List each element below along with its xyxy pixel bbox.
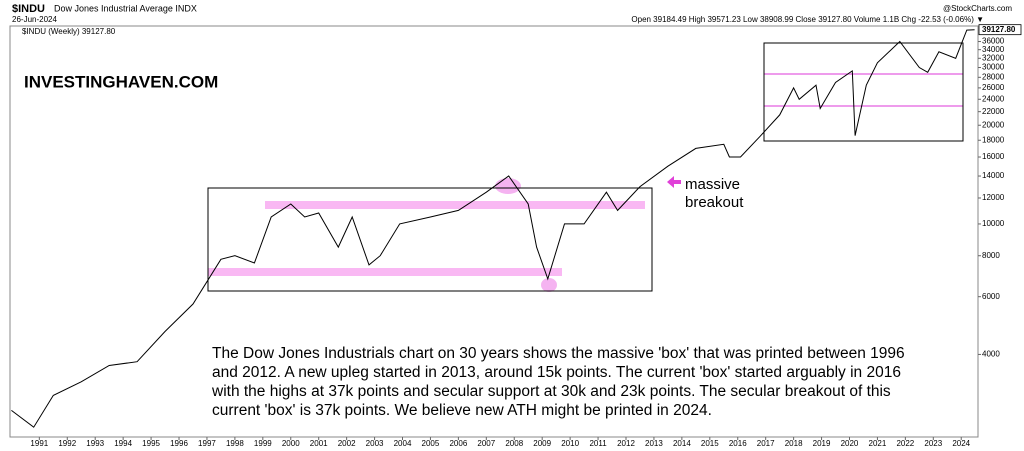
x-tick-label: 1991: [30, 439, 48, 448]
x-tick-label: 2015: [701, 439, 719, 448]
y-tick-label: 14000: [982, 171, 1005, 180]
y-tick-label: 26000: [982, 83, 1005, 92]
support-band: [208, 268, 562, 276]
x-tick-label: 2008: [505, 439, 523, 448]
x-tick-label: 2004: [394, 439, 412, 448]
box: [763, 42, 964, 142]
y-tick-label: 16000: [982, 152, 1005, 161]
annotation: massive: [685, 176, 740, 193]
annotation: breakout: [685, 194, 744, 211]
commentary: current 'box' is 37k points. We believe …: [212, 402, 712, 419]
commentary: with the highs at 37k points and secular…: [211, 383, 891, 400]
plot-frame: [9, 25, 979, 438]
x-tick-label: 2006: [449, 439, 467, 448]
y-tick-label: 28000: [982, 72, 1005, 81]
symbol: $INDU: [12, 3, 45, 15]
y-tick-label: 12000: [982, 193, 1005, 202]
x-tick-label: 2005: [422, 439, 440, 448]
y-tick-label: 18000: [982, 135, 1005, 144]
x-tick-label: 2016: [729, 439, 747, 448]
x-tick-label: 2014: [673, 439, 691, 448]
watermark: INVESTINGHAVEN.COM: [24, 72, 218, 91]
y-tick-label: 6000: [982, 292, 1000, 301]
y-tick-label: 24000: [982, 94, 1005, 103]
x-tick-label: 1995: [142, 439, 160, 448]
y-tick-label: 30000: [982, 63, 1005, 72]
x-tick-label: 2007: [477, 439, 495, 448]
x-tick-label: 2019: [813, 439, 831, 448]
x-tick-label: 2000: [282, 439, 300, 448]
x-tick-label: 2013: [645, 439, 663, 448]
price-line: [11, 29, 975, 428]
resistance-band: [265, 201, 645, 209]
y-tick-label: 32000: [982, 53, 1005, 62]
y-tick-label: 20000: [982, 120, 1005, 129]
x-tick-label: 2011: [589, 439, 607, 448]
x-tick-label: 2001: [310, 439, 328, 448]
y-tick-label: 10000: [982, 219, 1005, 228]
x-tick-label: 1994: [114, 439, 132, 448]
x-tick-label: 2020: [841, 439, 859, 448]
x-tick-label: 2009: [533, 439, 551, 448]
x-tick-label: 1996: [170, 439, 188, 448]
x-tick-label: 2003: [366, 439, 384, 448]
x-tick-label: 1993: [86, 439, 104, 448]
last-value-box: [978, 24, 1022, 36]
x-tick-label: 2021: [869, 439, 887, 448]
index-name: Dow Jones Industrial Average INDX: [54, 3, 197, 13]
last-value-label: 39127.80: [982, 25, 1016, 34]
arrow: [667, 176, 681, 188]
x-tick-label: 1997: [198, 439, 216, 448]
x-tick-label: 1998: [226, 439, 244, 448]
x-tick-label: 2024: [952, 439, 970, 448]
x-tick-label: 2018: [785, 439, 803, 448]
commentary: The Dow Jones Industrials chart on 30 ye…: [212, 345, 905, 362]
source: @StockCharts.com: [943, 4, 1012, 13]
commentary: and 2012. A new upleg started in 2013, a…: [212, 364, 901, 381]
y-tick-label: 4000: [982, 350, 1000, 359]
x-tick-label: 1999: [254, 439, 272, 448]
quote: Open 39184.49 High 39571.23 Low 38908.99…: [631, 15, 984, 24]
y-tick-label: 36000: [982, 37, 1005, 46]
x-tick-label: 2022: [896, 439, 914, 448]
x-tick-label: 1992: [58, 439, 76, 448]
y-tick-label: 34000: [982, 45, 1005, 54]
x-tick-label: 2012: [617, 439, 635, 448]
y-tick-label: 8000: [982, 251, 1000, 260]
x-tick-label: 2010: [561, 439, 579, 448]
x-tick-label: 2023: [924, 439, 942, 448]
highlight: [495, 178, 521, 194]
legend-label: $INDU (Weekly) 39127.80: [22, 27, 116, 36]
x-tick-label: 2002: [338, 439, 356, 448]
box: [207, 187, 653, 292]
date: 26-Jun-2024: [12, 15, 57, 24]
highlight: [541, 278, 557, 292]
y-tick-label: 22000: [982, 107, 1005, 116]
x-tick-label: 2017: [757, 439, 775, 448]
